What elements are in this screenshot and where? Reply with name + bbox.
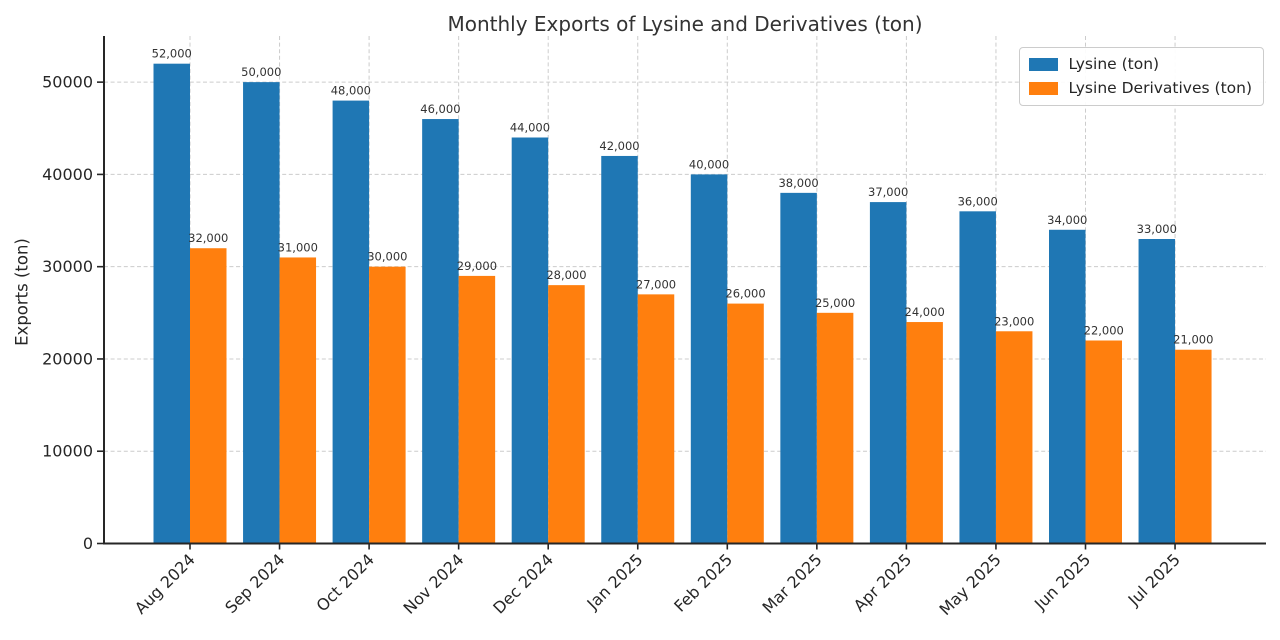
bar-lysine bbox=[243, 82, 280, 544]
bar-derivatives bbox=[906, 322, 943, 544]
bar-derivatives bbox=[995, 331, 1033, 544]
bar-value-label: 46,000 bbox=[420, 102, 460, 116]
bar-value-label: 33,000 bbox=[1137, 222, 1177, 236]
bar-derivatives bbox=[548, 285, 585, 544]
bar-value-label: 50,000 bbox=[241, 65, 281, 79]
bar-value-label: 48,000 bbox=[331, 84, 371, 98]
legend-item-derivatives: Lysine Derivatives (ton) bbox=[1028, 78, 1252, 98]
x-tick-label: Sep 2024 bbox=[221, 550, 288, 617]
bar-value-label: 29,000 bbox=[457, 259, 497, 273]
bar-value-label: 32,000 bbox=[188, 231, 228, 245]
y-tick-label: 20000 bbox=[42, 349, 93, 368]
x-tick-label: Oct 2024 bbox=[313, 550, 378, 615]
legend-swatch-derivatives bbox=[1028, 81, 1058, 95]
bar-value-label: 30,000 bbox=[367, 250, 407, 264]
x-tick-label: Nov 2024 bbox=[400, 550, 468, 618]
legend-item-lysine: Lysine (ton) bbox=[1028, 54, 1252, 74]
legend-swatch-lysine bbox=[1028, 57, 1058, 71]
x-tick-label: May 2025 bbox=[936, 550, 1005, 619]
bar-lysine bbox=[959, 211, 996, 544]
bar-lysine bbox=[422, 119, 459, 544]
y-tick-label: 0 bbox=[83, 534, 93, 553]
legend-label-derivatives: Lysine Derivatives (ton) bbox=[1068, 79, 1252, 97]
bar-value-label: 40,000 bbox=[689, 157, 729, 171]
bar-derivatives bbox=[727, 303, 764, 544]
bar-derivatives bbox=[458, 275, 496, 544]
bar-derivatives bbox=[369, 266, 406, 544]
bar-derivatives bbox=[816, 312, 854, 544]
bar-value-label: 28,000 bbox=[546, 268, 586, 282]
x-tick-label: Mar 2025 bbox=[759, 550, 826, 617]
legend-label-lysine: Lysine (ton) bbox=[1068, 55, 1160, 73]
bar-lysine bbox=[1049, 229, 1086, 544]
y-tick-label: 10000 bbox=[42, 442, 93, 461]
bar-value-label: 37,000 bbox=[868, 185, 908, 199]
legend: Lysine (ton) Lysine Derivatives (ton) bbox=[1018, 47, 1264, 106]
bar-lysine bbox=[690, 174, 728, 544]
bar-value-label: 36,000 bbox=[958, 194, 998, 208]
bar-lysine bbox=[332, 100, 370, 544]
y-tick-label: 50000 bbox=[42, 73, 93, 92]
bar-value-label: 24,000 bbox=[905, 305, 945, 319]
bar-value-label: 38,000 bbox=[778, 176, 818, 190]
bar-value-label: 42,000 bbox=[599, 139, 639, 153]
bar-lysine bbox=[869, 202, 907, 544]
x-tick-label: Apr 2025 bbox=[850, 550, 915, 615]
bar-value-label: 26,000 bbox=[725, 287, 765, 301]
bar-lysine bbox=[780, 192, 817, 544]
bar-lysine bbox=[511, 137, 549, 544]
x-tick-label: Jun 2025 bbox=[1030, 550, 1094, 614]
bar-value-label: 31,000 bbox=[278, 240, 318, 254]
y-tick-label: 40000 bbox=[42, 165, 93, 184]
x-tick-label: Jan 2025 bbox=[583, 550, 647, 614]
x-tick-label: Feb 2025 bbox=[670, 550, 736, 616]
bar-derivatives bbox=[190, 248, 227, 544]
y-tick-label: 30000 bbox=[42, 257, 93, 276]
bar-derivatives bbox=[1175, 349, 1212, 544]
bar-value-label: 34,000 bbox=[1047, 213, 1087, 227]
bar-value-label: 52,000 bbox=[152, 47, 192, 61]
bar-derivatives bbox=[279, 257, 317, 544]
bar-value-label: 22,000 bbox=[1084, 324, 1124, 338]
bar-value-label: 44,000 bbox=[510, 121, 550, 135]
bar-lysine bbox=[153, 63, 190, 544]
bar-derivatives bbox=[1085, 340, 1122, 544]
x-tick-label: Dec 2024 bbox=[489, 550, 557, 618]
x-tick-label: Aug 2024 bbox=[131, 550, 199, 618]
bar-value-label: 21,000 bbox=[1173, 333, 1213, 347]
chart-title: Monthly Exports of Lysine and Derivative… bbox=[447, 12, 923, 36]
x-tick-label: Jul 2025 bbox=[1124, 550, 1184, 610]
bar-value-label: 27,000 bbox=[636, 277, 676, 291]
bar-value-label: 25,000 bbox=[815, 296, 855, 310]
bar-lysine bbox=[601, 155, 638, 544]
bar-lysine bbox=[1138, 239, 1176, 544]
bar-derivatives bbox=[637, 294, 675, 544]
bar-value-label: 23,000 bbox=[994, 314, 1034, 328]
